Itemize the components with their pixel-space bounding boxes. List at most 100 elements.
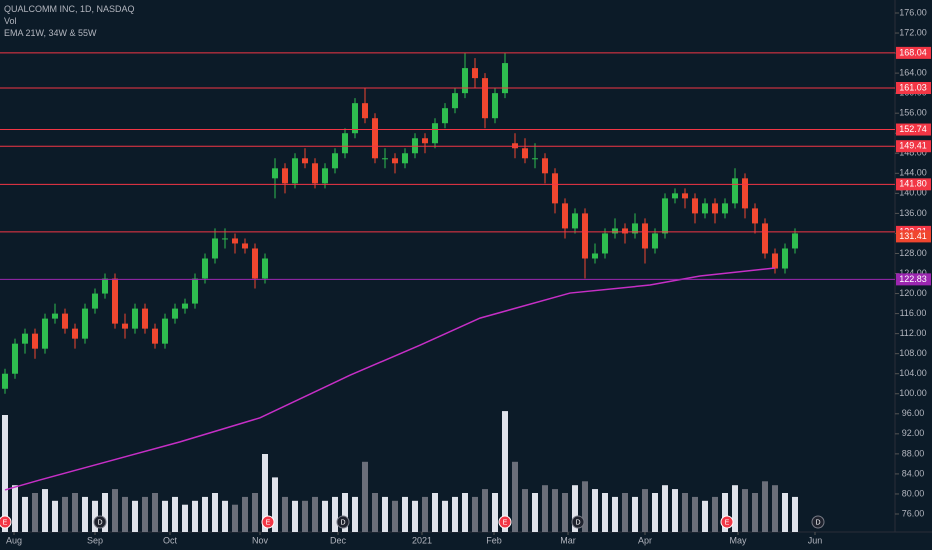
candle-body bbox=[702, 203, 708, 214]
volume-bar bbox=[502, 411, 508, 532]
y-tick-label: 108.00 bbox=[899, 348, 927, 358]
candle-body bbox=[472, 68, 478, 79]
y-tick-label: 76.00 bbox=[902, 508, 925, 518]
candle-body bbox=[522, 148, 528, 159]
volume-bar bbox=[352, 496, 358, 532]
volume-bar bbox=[692, 496, 698, 532]
volume-bar bbox=[12, 485, 18, 532]
volume-bar bbox=[132, 500, 138, 532]
volume-bar bbox=[642, 489, 648, 532]
candle-body bbox=[572, 213, 578, 229]
candle-body bbox=[192, 278, 198, 304]
candle-body bbox=[712, 203, 718, 214]
candle-body bbox=[352, 103, 358, 134]
candle-body bbox=[502, 63, 508, 94]
event-marker-label: E bbox=[503, 519, 508, 526]
volume-bar bbox=[522, 489, 528, 532]
volume-bar bbox=[232, 504, 238, 532]
y-tick-label: 164.00 bbox=[899, 67, 927, 77]
volume-bar bbox=[612, 496, 618, 532]
volume-bar bbox=[112, 489, 118, 532]
candle-body bbox=[222, 238, 228, 240]
level-label: 152.74 bbox=[899, 124, 927, 134]
volume-bar bbox=[142, 496, 148, 532]
candle-body bbox=[42, 318, 48, 349]
x-tick-label: Nov bbox=[252, 535, 269, 545]
volume-bar bbox=[382, 496, 388, 532]
level-label-bg bbox=[896, 81, 931, 94]
volume-bar bbox=[42, 489, 48, 532]
volume-bar bbox=[302, 500, 308, 532]
candle-body bbox=[452, 93, 458, 109]
candle-body bbox=[312, 163, 318, 184]
candle-body bbox=[682, 193, 688, 199]
volume-bar bbox=[362, 461, 368, 532]
candle-body bbox=[562, 203, 568, 229]
volume-bar bbox=[552, 489, 558, 532]
y-tick-label: 136.00 bbox=[899, 208, 927, 218]
x-tick-label: Apr bbox=[638, 535, 652, 545]
volume-bar bbox=[32, 493, 38, 532]
candle-body bbox=[442, 108, 448, 124]
candle-body bbox=[632, 223, 638, 234]
volume-bar bbox=[102, 493, 108, 532]
candle-body bbox=[532, 158, 538, 160]
y-tick-label: 148.00 bbox=[899, 148, 927, 158]
volume-bar bbox=[532, 493, 538, 532]
volume-bar bbox=[402, 496, 408, 532]
candle-body bbox=[692, 198, 698, 214]
candle-body bbox=[162, 318, 168, 344]
volume-bar bbox=[562, 493, 568, 532]
candle-body bbox=[602, 233, 608, 254]
y-tick-label: 84.00 bbox=[902, 468, 925, 478]
y-tick-label: 80.00 bbox=[902, 488, 925, 498]
y-tick-label: 112.00 bbox=[900, 328, 927, 338]
level-label: 122.83 bbox=[899, 274, 927, 284]
candle-body bbox=[332, 153, 338, 169]
x-tick-label: Sep bbox=[87, 535, 103, 545]
indicator-label: EMA 21W, 34W & 55W bbox=[4, 28, 97, 38]
candle-body bbox=[242, 243, 248, 249]
volume-bar bbox=[662, 485, 668, 532]
x-tick-label: 2021 bbox=[412, 535, 432, 545]
volume-bar bbox=[622, 493, 628, 532]
candle-body bbox=[622, 228, 628, 234]
level-label: 161.03 bbox=[899, 82, 927, 92]
volume-bar bbox=[722, 493, 728, 532]
event-marker bbox=[0, 515, 12, 529]
x-tick-label: Oct bbox=[163, 535, 178, 545]
candle-body bbox=[92, 293, 98, 309]
volume-bar bbox=[272, 477, 278, 532]
volume-bar bbox=[752, 493, 758, 532]
volume-bar bbox=[452, 496, 458, 532]
candle-body bbox=[662, 198, 668, 234]
event-marker bbox=[93, 515, 107, 529]
event-marker bbox=[336, 515, 350, 529]
candle-body bbox=[362, 103, 368, 119]
candle-body bbox=[732, 178, 738, 204]
event-marker-label: E bbox=[3, 519, 8, 526]
candle-body bbox=[432, 123, 438, 144]
candle-body bbox=[482, 78, 488, 119]
volume-bar bbox=[712, 496, 718, 532]
candle-body bbox=[2, 373, 8, 389]
y-tick-label: 100.00 bbox=[899, 388, 927, 398]
volume-bar bbox=[92, 500, 98, 532]
candle-body bbox=[262, 258, 268, 279]
volume-bar bbox=[422, 496, 428, 532]
candle-body bbox=[462, 68, 468, 94]
level-label: 149.41 bbox=[899, 141, 927, 151]
volume-bar bbox=[242, 496, 248, 532]
y-tick-label: 92.00 bbox=[902, 428, 925, 438]
y-tick-label: 104.00 bbox=[899, 368, 927, 378]
volume-bar bbox=[462, 493, 468, 532]
volume-bar bbox=[152, 493, 158, 532]
level-label-bg bbox=[896, 123, 931, 136]
volume-bar bbox=[252, 493, 258, 532]
candle-body bbox=[762, 223, 768, 254]
volume-bar bbox=[222, 500, 228, 532]
event-marker bbox=[498, 515, 512, 529]
level-label-bg bbox=[896, 46, 931, 59]
volume-bar bbox=[732, 485, 738, 532]
